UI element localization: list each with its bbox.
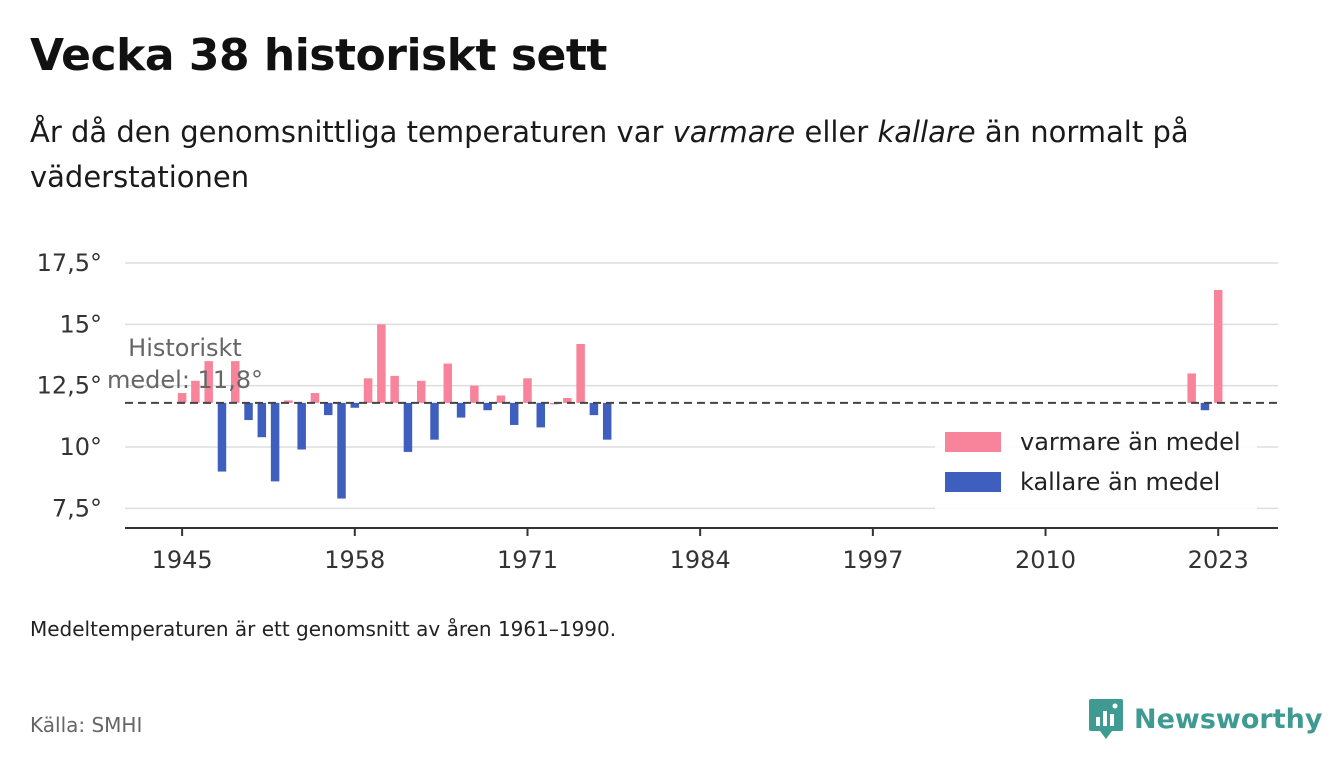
bar xyxy=(589,402,599,416)
y-tick-label: 15° xyxy=(59,310,102,338)
bar xyxy=(602,402,612,440)
x-tick-label: 2010 xyxy=(1015,546,1076,574)
x-tick-label: 1984 xyxy=(670,546,731,574)
baseline-label-line1: Historiskt xyxy=(128,334,242,362)
bar xyxy=(563,397,572,403)
bar xyxy=(204,361,213,403)
bar xyxy=(350,402,360,408)
baseline-label-line2: medel: 11,8° xyxy=(107,366,263,394)
bar xyxy=(270,402,280,482)
bar xyxy=(337,402,346,499)
bar xyxy=(1200,402,1210,411)
bar xyxy=(576,343,585,403)
bar xyxy=(416,380,426,403)
newsworthy-logo[interactable]: Newsworthy xyxy=(1088,697,1322,741)
y-tick-label: 10° xyxy=(59,433,102,461)
bar-chart: 7,5° 10° 12,5° 15° 17,5° Historiskt medel: 11,… xyxy=(37,249,1278,574)
bar xyxy=(244,402,253,421)
bar xyxy=(430,402,439,440)
y-tick-label: 7,5° xyxy=(52,494,102,522)
bar xyxy=(191,380,200,403)
bar xyxy=(496,395,506,403)
x-tick-label: 1958 xyxy=(324,546,385,574)
bar xyxy=(509,402,519,425)
footnote: Medeltemperaturen är ett genomsnitt av å… xyxy=(30,617,617,641)
x-tick-label: 1971 xyxy=(497,546,558,574)
brand-name: Newsworthy xyxy=(1134,703,1323,735)
bar xyxy=(377,324,386,403)
chart-title: Vecka 38 historiskt sett xyxy=(30,30,607,81)
x-tick-label: 2023 xyxy=(1188,546,1249,574)
newsworthy-logo-icon xyxy=(1089,699,1123,739)
bar xyxy=(536,402,546,428)
subtitle-part3: än normalt på väderstationen xyxy=(30,115,1189,194)
bar xyxy=(363,378,373,403)
subtitle-cold-word: kallare xyxy=(877,115,976,149)
bar xyxy=(456,402,466,418)
bar xyxy=(403,402,413,452)
y-tick-label: 17,5° xyxy=(37,249,102,277)
x-tick-label: 1945 xyxy=(152,546,213,574)
bar xyxy=(323,402,333,416)
bar xyxy=(257,402,267,438)
x-tick-label: 1997 xyxy=(842,546,903,574)
bar xyxy=(523,378,532,403)
bar xyxy=(1187,373,1196,403)
bar xyxy=(470,385,479,403)
subtitle-part2: eller xyxy=(795,115,878,149)
bar xyxy=(231,361,240,403)
legend-label-warm: varmare än medel xyxy=(1020,428,1241,456)
bar xyxy=(310,393,320,403)
bar xyxy=(443,363,453,403)
bar xyxy=(483,402,492,411)
bar xyxy=(177,393,187,403)
subtitle-warm-word: varmare xyxy=(672,115,796,149)
legend-swatch-cold xyxy=(945,472,1001,492)
bar xyxy=(217,402,227,472)
legend-swatch-warm xyxy=(945,432,1001,452)
legend-label-cold: kallare än medel xyxy=(1020,468,1220,496)
subtitle-part1: År då den genomsnittliga temperaturen va… xyxy=(30,115,673,149)
bar xyxy=(390,375,399,403)
bar xyxy=(297,402,306,450)
bar xyxy=(1213,289,1223,403)
chart-subtitle: År då den genomsnittliga temperaturen va… xyxy=(30,110,1270,200)
source-credit: Källa: SMHI xyxy=(30,713,143,737)
bar xyxy=(284,400,293,403)
y-tick-label: 12,5° xyxy=(37,372,102,400)
